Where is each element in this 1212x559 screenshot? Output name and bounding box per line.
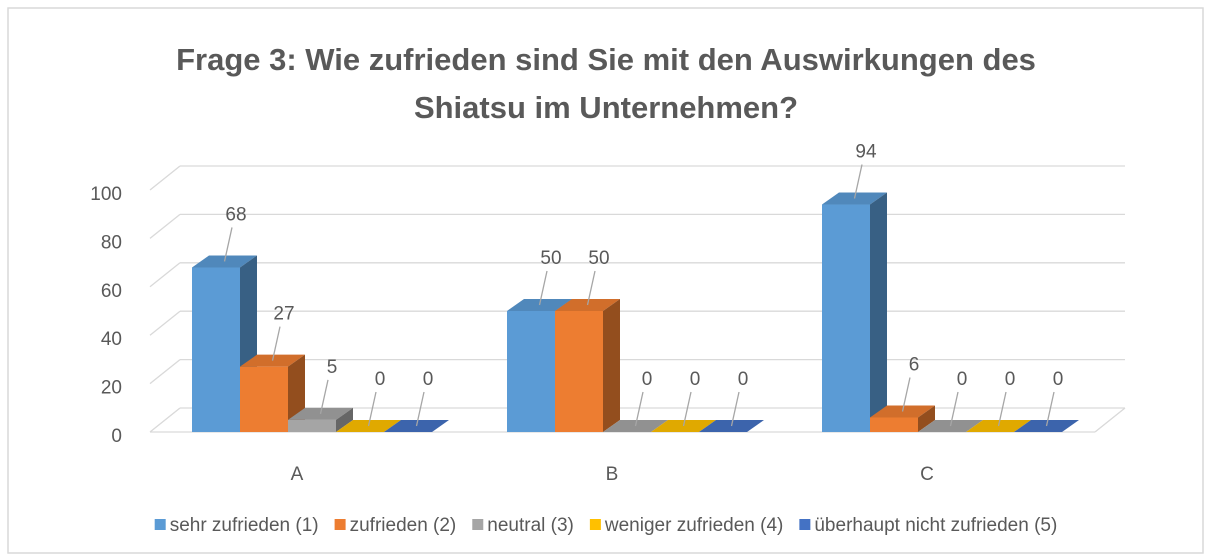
- leader-line: [538, 270, 548, 306]
- bar-side: [870, 192, 887, 432]
- data-label: 0: [690, 369, 701, 390]
- legend-item: weniger zufrieden (4): [589, 515, 783, 536]
- bar-side: [603, 299, 620, 432]
- leader-line: [997, 391, 1007, 427]
- data-label: 0: [423, 369, 434, 390]
- leader-line: [223, 227, 233, 262]
- data-label: 27: [273, 304, 294, 325]
- leader-line: [853, 164, 863, 199]
- bar-front: [288, 419, 336, 432]
- data-label: 94: [855, 142, 877, 163]
- data-label: 50: [540, 248, 561, 269]
- leader-line: [319, 379, 329, 415]
- leader-line: [949, 391, 959, 427]
- bar-front: [192, 267, 240, 432]
- legend-label: weniger zufrieden (4): [604, 515, 783, 536]
- leader-line: [901, 377, 911, 412]
- data-label: 68: [225, 204, 246, 225]
- legend-swatch: [589, 519, 601, 530]
- data-label: 5: [327, 357, 338, 378]
- data-label: 0: [738, 369, 749, 390]
- legend-item: sehr zufrieden (1): [154, 515, 319, 536]
- leader-line: [586, 270, 596, 306]
- x-tick-label: C: [920, 464, 934, 485]
- leader-line: [1045, 391, 1055, 427]
- chart-title: Shiatsu im Unternehmen?: [414, 90, 798, 125]
- leader-line: [415, 391, 425, 427]
- leader-line: [634, 391, 644, 427]
- grid-line: [149, 165, 181, 191]
- legend-label: sehr zufrieden (1): [170, 515, 319, 536]
- legend-label: zufrieden (2): [350, 515, 457, 536]
- bar-front: [507, 311, 555, 432]
- y-tick-label: 0: [111, 426, 122, 447]
- data-label: 6: [909, 354, 920, 375]
- floor-edge: [1094, 407, 1126, 433]
- grid-line: [149, 262, 181, 288]
- legend-label: überhaupt nicht zufrieden (5): [814, 515, 1057, 536]
- y-tick-label: 40: [101, 329, 122, 350]
- y-tick-label: 100: [90, 184, 122, 205]
- bar-front: [240, 366, 288, 432]
- data-label: 0: [375, 369, 386, 390]
- legend-swatch: [154, 519, 166, 530]
- data-label: 0: [1005, 369, 1016, 390]
- legend-item: überhaupt nicht zufrieden (5): [799, 515, 1057, 536]
- leader-line: [682, 391, 692, 427]
- grid-line: [149, 359, 181, 385]
- legend-swatch: [472, 519, 484, 530]
- bar-front: [870, 417, 918, 432]
- chart-title: Frage 3: Wie zufrieden sind Sie mit den …: [176, 42, 1036, 77]
- bar: [822, 192, 887, 432]
- data-label: 0: [957, 369, 968, 390]
- grid-line: [149, 407, 181, 433]
- bar-side: [918, 405, 935, 432]
- legend-swatch: [799, 519, 811, 530]
- leader-line: [367, 391, 377, 427]
- legend-item: neutral (3): [472, 515, 574, 536]
- y-tick-label: 80: [101, 232, 122, 253]
- leader-line: [271, 326, 281, 361]
- x-tick-label: B: [606, 464, 619, 485]
- bar-front: [555, 311, 603, 432]
- x-tick-label: A: [291, 464, 304, 485]
- legend-swatch: [334, 519, 346, 530]
- bar-front: [822, 204, 870, 432]
- bar: [555, 299, 620, 432]
- grid-line: [149, 310, 181, 336]
- data-label: 0: [642, 369, 653, 390]
- y-tick-label: 20: [101, 378, 122, 399]
- leader-line: [730, 391, 740, 427]
- grid-line: [149, 213, 181, 239]
- data-label: 50: [588, 248, 609, 269]
- bar-side: [336, 407, 353, 432]
- legend-item: zufrieden (2): [334, 515, 457, 536]
- y-tick-label: 60: [101, 281, 122, 302]
- data-label: 0: [1053, 369, 1064, 390]
- legend-label: neutral (3): [487, 515, 574, 536]
